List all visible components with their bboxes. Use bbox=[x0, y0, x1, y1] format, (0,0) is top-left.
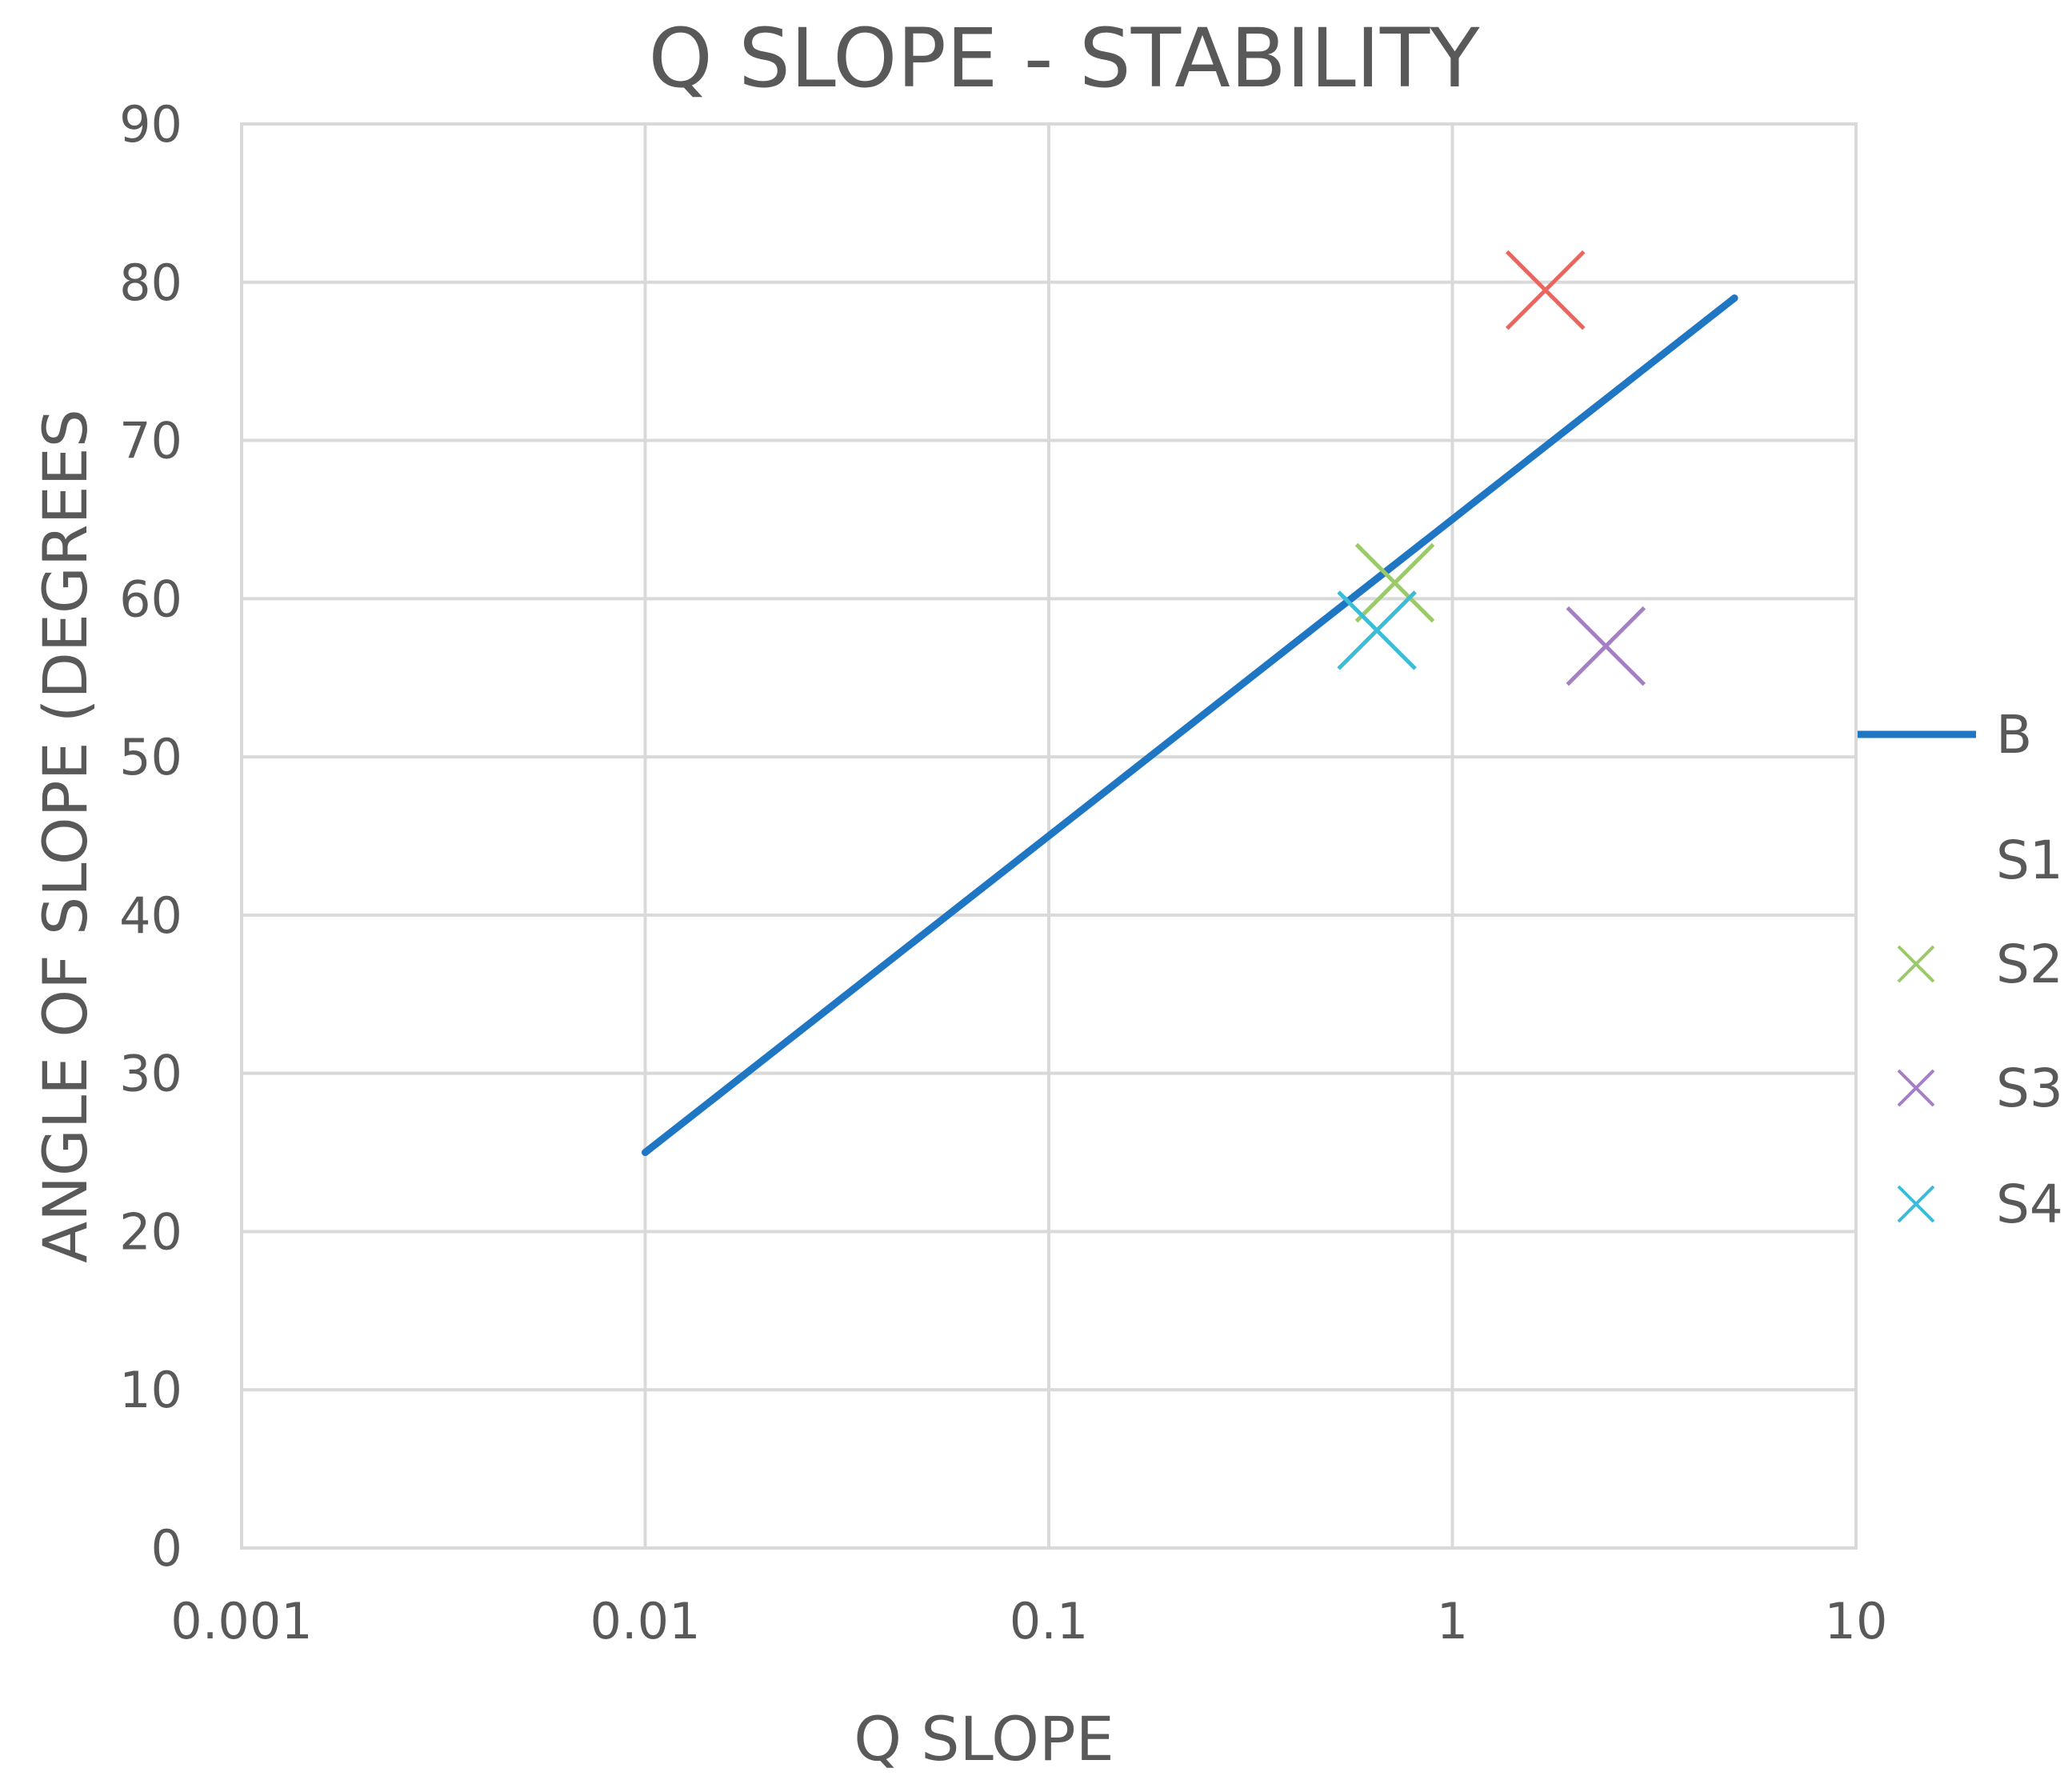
legend-entry-S4: S4 bbox=[1897, 1174, 2063, 1235]
y-axis-ticks: 0 10 20 30 40 50 60 70 80 90 bbox=[119, 95, 182, 1578]
y-tick-label: 50 bbox=[119, 728, 182, 786]
x-axis-ticks: 0.001 0.01 0.1 1 10 bbox=[170, 1592, 1887, 1650]
y-tick-label: 40 bbox=[119, 886, 182, 945]
x-tick-label: 0.01 bbox=[590, 1592, 700, 1650]
legend-marker-swatch bbox=[1897, 945, 1935, 983]
x-tick-label: 0.001 bbox=[170, 1592, 313, 1650]
plot-area-border bbox=[240, 122, 1858, 1550]
legend-entry-S1: S1 bbox=[1996, 830, 2063, 891]
y-axis-label: ANGLE OF SLOPE (DEGREES bbox=[30, 409, 101, 1263]
point-S1 bbox=[1505, 250, 1586, 330]
series-line-B bbox=[642, 294, 1738, 1157]
legend: B S1 S2 S3 S4 bbox=[1858, 704, 2063, 1235]
legend-marker-swatch bbox=[1897, 1069, 1935, 1107]
legend-label: S3 bbox=[1996, 1058, 2063, 1119]
chart-marks bbox=[642, 250, 1738, 1157]
chart-title: Q SLOPE - STABILITY bbox=[648, 11, 1480, 106]
y-tick-label: 60 bbox=[119, 570, 182, 628]
x-tick-label: 1 bbox=[1437, 1592, 1468, 1650]
point-S4 bbox=[1337, 590, 1417, 670]
x-tick-label: 0.1 bbox=[1010, 1592, 1089, 1650]
y-tick-label: 30 bbox=[119, 1045, 182, 1103]
point-S2 bbox=[1354, 542, 1435, 623]
legend-label: B bbox=[1996, 704, 2032, 766]
y-tick-label: 90 bbox=[119, 95, 182, 154]
legend-label: S1 bbox=[1996, 830, 2063, 891]
legend-label: S4 bbox=[1996, 1174, 2063, 1235]
y-tick-label: 80 bbox=[119, 254, 182, 312]
legend-entry-B: B bbox=[1858, 704, 2032, 766]
y-tick-label: 10 bbox=[119, 1361, 182, 1419]
y-tick-label: 20 bbox=[119, 1202, 182, 1261]
x-tick-label: 10 bbox=[1825, 1592, 1888, 1650]
legend-label: S2 bbox=[1996, 934, 2063, 995]
point-S3 bbox=[1566, 606, 1646, 686]
x-axis-label: Q SLOPE bbox=[854, 1703, 1114, 1774]
y-tick-label: 0 bbox=[151, 1519, 182, 1578]
legend-entry-S2: S2 bbox=[1897, 934, 2063, 995]
legend-entry-S3: S3 bbox=[1897, 1058, 2063, 1119]
legend-marker-swatch bbox=[1897, 1185, 1935, 1223]
y-tick-label: 70 bbox=[119, 412, 182, 470]
